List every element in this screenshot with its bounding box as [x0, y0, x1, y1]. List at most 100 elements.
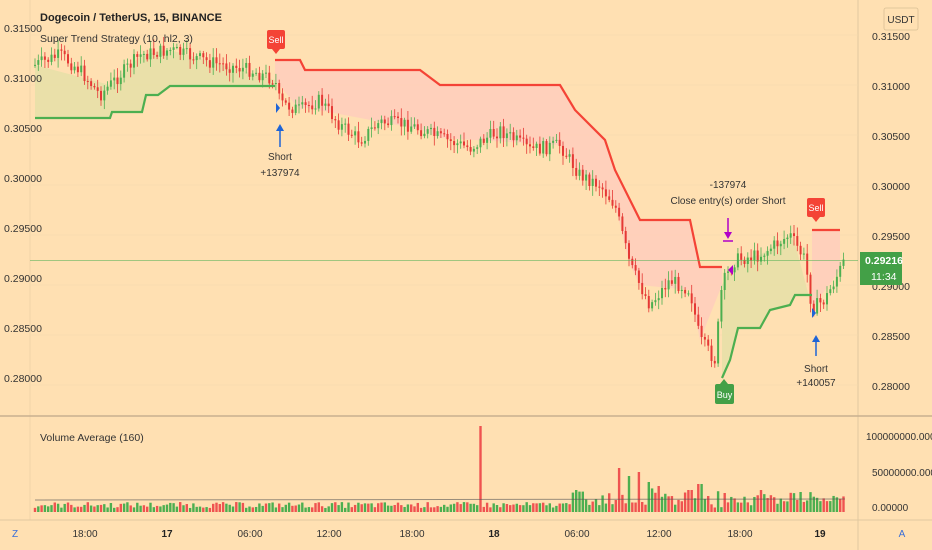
candle-body: [34, 64, 36, 66]
volume-bar: [261, 505, 264, 512]
candle-body: [614, 205, 617, 208]
candle-body: [350, 134, 353, 136]
candle-body: [618, 207, 621, 217]
candle-body: [423, 133, 426, 137]
volume-bar: [60, 507, 63, 512]
volume-bar: [608, 493, 611, 512]
candle-body: [743, 259, 746, 264]
volume-bar: [76, 506, 80, 512]
volume-bar: [297, 504, 301, 512]
volume-bar: [367, 503, 370, 512]
volume-bar: [776, 503, 779, 512]
price-tick: 0.30000: [872, 181, 910, 193]
volume-bar: [301, 502, 304, 512]
volume-bar: [139, 505, 142, 512]
volume-bar: [116, 507, 119, 512]
candle-body: [664, 287, 667, 290]
candle-body: [449, 139, 452, 142]
candle-body: [588, 174, 591, 186]
candle-body: [100, 90, 102, 101]
volume-bar: [248, 506, 251, 512]
left-tick: 0.31000: [4, 73, 42, 85]
volume-bar: [423, 507, 426, 512]
candle-body: [538, 143, 541, 154]
candle-body: [373, 127, 376, 129]
candle-body: [420, 130, 423, 137]
candle-body: [241, 67, 244, 72]
volume-bar: [515, 503, 518, 512]
candle-body: [697, 314, 700, 326]
volume-bar: [126, 502, 129, 512]
close-order-marker[interactable]: -137974 Close entry(s) order Short: [670, 180, 786, 275]
volume-bar: [172, 503, 175, 512]
candle-body: [354, 131, 357, 136]
volume-bar: [370, 503, 373, 512]
volume-bar: [416, 502, 419, 512]
volume-bar: [779, 498, 782, 512]
volume-bar: [344, 507, 347, 512]
strategy-legend[interactable]: Super Trend Strategy (10, hl2, 3): [40, 33, 193, 45]
buy-badge: [715, 384, 734, 404]
candle-body: [142, 53, 145, 55]
candle-body: [525, 138, 528, 145]
volume-bar: [281, 507, 284, 512]
volume-bar: [525, 502, 528, 512]
short-entry-1[interactable]: Short +137974: [260, 103, 300, 179]
auto-scale-button[interactable]: A: [899, 529, 906, 540]
candle-body: [727, 271, 729, 273]
trend-fill: [35, 50, 840, 378]
volume-bar: [159, 506, 162, 512]
sell-signal-2[interactable]: Sell: [807, 198, 825, 222]
candle-body: [717, 321, 720, 364]
sell-badge: [267, 30, 285, 49]
volume-bar: [188, 507, 192, 512]
buy-signal[interactable]: Buy: [715, 379, 734, 404]
volume-bar: [278, 503, 281, 512]
candle-body: [628, 243, 630, 259]
candle-body: [571, 154, 574, 168]
volume-tick: 50000000.00000: [872, 468, 932, 479]
volume-bar: [439, 506, 443, 512]
volume-bar: [443, 504, 446, 512]
sell-signal-1[interactable]: Sell: [267, 30, 285, 54]
candle-body: [156, 54, 159, 57]
candle-body: [829, 289, 832, 294]
candle-body: [812, 303, 815, 314]
time-axis[interactable]: 18:00 17 06:00 12:00 18:00 18 06:00 12:0…: [72, 529, 826, 540]
candle-body: [601, 187, 604, 190]
candle-body: [763, 255, 766, 257]
candle-body: [631, 258, 634, 266]
left-tick: 0.28500: [4, 323, 42, 335]
candle-body: [274, 82, 277, 84]
volume-bar: [334, 502, 337, 512]
volume-bar: [291, 505, 294, 512]
volume-bar: [740, 502, 743, 512]
candle-body: [680, 289, 683, 292]
volume-bar: [835, 497, 839, 512]
volume-bar: [551, 507, 555, 512]
volume-bar: [390, 505, 393, 512]
symbol-title[interactable]: Dogecoin / TetherUS, 15, BINANCE: [40, 12, 222, 24]
candle-body: [476, 147, 479, 149]
candle-body: [469, 147, 472, 152]
volume-bar: [99, 504, 103, 512]
currency-button[interactable]: [883, 7, 919, 31]
timezone-button[interactable]: Z: [12, 529, 18, 540]
volume-bar: [763, 494, 766, 512]
volume-legend[interactable]: Volume Average (160): [40, 432, 144, 444]
volume-bar: [192, 503, 195, 512]
volume-bar: [241, 502, 245, 512]
short-entry-2[interactable]: Short +140057: [796, 308, 836, 389]
volume-bar: [700, 484, 703, 512]
volume-bar: [799, 492, 802, 512]
candle-body: [83, 65, 86, 82]
candle-body: [555, 139, 558, 141]
up-arrow-icon: [276, 124, 284, 131]
volume-bar: [614, 499, 617, 512]
volume-bar: [631, 502, 634, 512]
volume-bar: [109, 503, 113, 512]
candle-body: [502, 126, 505, 139]
candle-body: [232, 65, 234, 73]
candle-body: [60, 49, 63, 51]
